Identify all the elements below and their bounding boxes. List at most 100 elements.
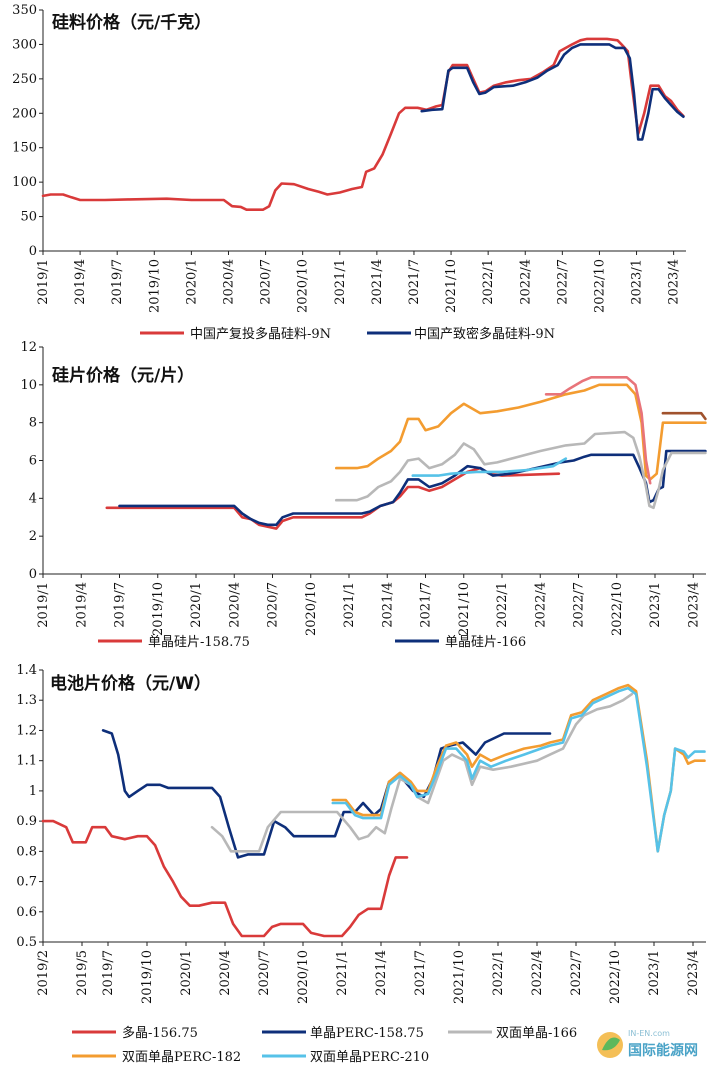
- data-point: [658, 88, 660, 90]
- data-point: [365, 171, 367, 173]
- data-point: [72, 841, 74, 843]
- sun-leaf-logo-icon: [597, 1032, 623, 1058]
- data-point: [571, 47, 573, 49]
- data-point: [568, 388, 571, 390]
- y-tick-label: 0: [29, 244, 37, 259]
- data-point: [473, 448, 475, 450]
- data-point: [85, 841, 87, 843]
- legend-label: 双面单晶PERC-182: [122, 1050, 241, 1065]
- data-point: [267, 526, 269, 528]
- data-point: [683, 751, 685, 753]
- data-point: [662, 412, 664, 414]
- data-point: [652, 88, 654, 90]
- y-tick-label: 50: [20, 210, 37, 225]
- data-point: [377, 486, 379, 488]
- chart-title: 电池片价格（元/W）: [50, 673, 211, 694]
- x-tick-label: 2020/10: [296, 259, 311, 313]
- x-tick-label: 2022/7: [569, 950, 584, 996]
- data-point: [596, 708, 598, 710]
- data-point: [592, 702, 594, 704]
- data-point: [62, 193, 64, 196]
- data-point: [634, 384, 637, 386]
- data-point: [211, 787, 213, 789]
- data-point: [362, 802, 364, 804]
- data-point: [560, 393, 562, 395]
- data-point: [703, 760, 706, 762]
- x-tick-label: 2019/7: [113, 582, 128, 628]
- data-point: [274, 189, 276, 191]
- data-point: [388, 781, 390, 783]
- data-point: [704, 422, 707, 424]
- data-point: [326, 193, 328, 196]
- data-point: [380, 908, 382, 910]
- data-point: [454, 475, 456, 477]
- data-point: [428, 467, 430, 469]
- data-point: [241, 512, 243, 515]
- x-tick-label: 2023/4: [667, 259, 682, 305]
- data-point: [428, 486, 430, 488]
- data-point: [245, 209, 248, 211]
- series-4: [544, 375, 652, 485]
- data-point: [293, 835, 295, 837]
- data-point: [447, 70, 449, 72]
- data-point: [451, 754, 453, 756]
- data-point: [410, 781, 412, 783]
- data-point: [399, 471, 401, 473]
- data-point: [649, 85, 652, 87]
- data-point: [638, 456, 641, 458]
- data-point: [373, 167, 375, 169]
- data-point: [632, 437, 634, 439]
- data-point: [367, 908, 369, 910]
- data-point: [399, 495, 401, 497]
- x-tick-label: 2020/1: [184, 259, 199, 305]
- data-point: [450, 412, 452, 414]
- series-line: [420, 43, 685, 141]
- y-tick-label: 1.3: [16, 693, 37, 708]
- x-tick-label: 2021/7: [419, 582, 434, 628]
- data-point: [146, 784, 148, 786]
- data-point: [111, 835, 113, 837]
- y-tick-label: 10: [20, 378, 37, 393]
- data-point: [70, 196, 72, 198]
- data-point: [380, 817, 382, 819]
- data-point: [334, 835, 336, 837]
- x-tick-label: 2022/4: [518, 259, 533, 305]
- data-point: [616, 39, 619, 41]
- data-point: [223, 199, 225, 201]
- data-point: [598, 384, 600, 386]
- legend-label: 单晶硅片-158.75: [148, 635, 250, 650]
- x-tick-label: 2021/10: [444, 259, 459, 313]
- data-point: [124, 838, 126, 840]
- data-point: [190, 199, 192, 201]
- data-point: [614, 47, 617, 49]
- legend-label: 双面单晶-166: [496, 1026, 577, 1041]
- series-1: [420, 43, 685, 141]
- data-point: [445, 748, 447, 750]
- data-point: [503, 732, 505, 735]
- data-point: [379, 505, 381, 507]
- data-point: [623, 47, 625, 49]
- data-point: [412, 475, 414, 477]
- data-point: [281, 520, 284, 522]
- data-point: [166, 198, 168, 200]
- legend: 单晶硅片-158.75 单晶硅片-166: [98, 635, 526, 650]
- data-point: [505, 754, 507, 756]
- y-tick-label: 200: [12, 106, 37, 121]
- data-point: [267, 524, 269, 526]
- data-point: [652, 499, 655, 501]
- y-tick-label: 100: [12, 175, 37, 190]
- series-0: [105, 466, 561, 530]
- data-point: [466, 465, 469, 467]
- data-point: [483, 463, 485, 465]
- data-point: [664, 97, 666, 99]
- x-tick-label: 2019/10: [151, 582, 166, 636]
- data-point: [441, 463, 443, 465]
- data-point: [230, 850, 232, 852]
- data-point: [635, 693, 637, 695]
- data-point: [493, 86, 495, 88]
- data-point: [315, 811, 317, 813]
- data-point: [268, 205, 270, 207]
- series-1: [101, 729, 552, 859]
- data-point: [228, 826, 230, 828]
- data-point: [694, 760, 696, 762]
